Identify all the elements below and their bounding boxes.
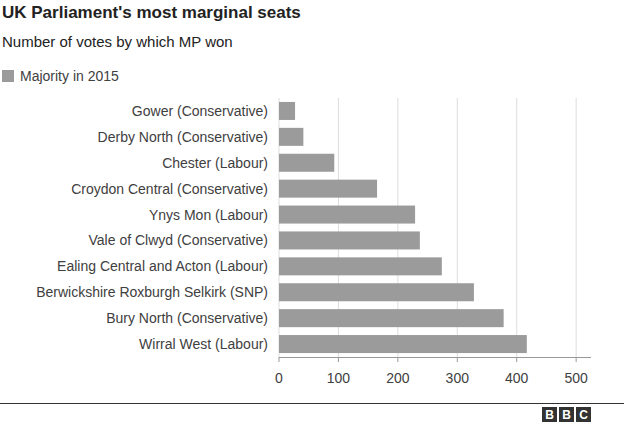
- bar: [279, 180, 377, 198]
- grid-line: [516, 98, 517, 357]
- category-label: Ynys Mon (Labour): [149, 207, 268, 223]
- logo-box: [542, 407, 557, 422]
- legend-swatch: [2, 70, 14, 82]
- tick-label: 500: [564, 370, 588, 386]
- tick-label: 100: [327, 370, 351, 386]
- logo-letter: B: [562, 408, 571, 422]
- logo-box: [576, 407, 591, 422]
- category-label: Bury North (Conservative): [106, 310, 268, 326]
- bars: [279, 102, 527, 353]
- chart: UK Parliament's most marginal seats Numbe…: [0, 0, 624, 426]
- title: UK Parliament's most marginal seats: [2, 3, 301, 22]
- logo-letter: C: [579, 408, 588, 422]
- bar: [279, 231, 420, 249]
- x-axis: [279, 357, 591, 358]
- category-label: Chester (Labour): [162, 155, 268, 171]
- bar: [279, 206, 415, 224]
- bar: [279, 154, 334, 172]
- category-label: Wirral West (Labour): [139, 336, 268, 352]
- category-label: Berwickshire Roxburgh Selkirk (SNP): [36, 284, 268, 300]
- grid-line: [576, 98, 577, 357]
- footer-rule: [0, 403, 624, 404]
- logo-box: [559, 407, 574, 422]
- category-label: Croydon Central (Conservative): [71, 181, 268, 197]
- category-label: Vale of Clwyd (Conservative): [89, 232, 268, 248]
- logo-letter: B: [545, 408, 554, 422]
- bar: [279, 335, 527, 353]
- category-label: Gower (Conservative): [132, 103, 268, 119]
- bar: [279, 102, 295, 120]
- category-label: Derby North (Conservative): [98, 129, 268, 145]
- subtitle: Number of votes by which MP won: [2, 33, 233, 50]
- bar: [279, 257, 442, 275]
- tick-label: 300: [446, 370, 470, 386]
- bar: [279, 283, 474, 301]
- legend-label: Majority in 2015: [20, 68, 119, 84]
- tick-label: 200: [386, 370, 410, 386]
- bar: [279, 309, 504, 327]
- category-label: Ealing Central and Acton (Labour): [57, 258, 268, 274]
- tick-label: 0: [275, 370, 283, 386]
- tick-label: 400: [505, 370, 529, 386]
- bar: [279, 128, 303, 146]
